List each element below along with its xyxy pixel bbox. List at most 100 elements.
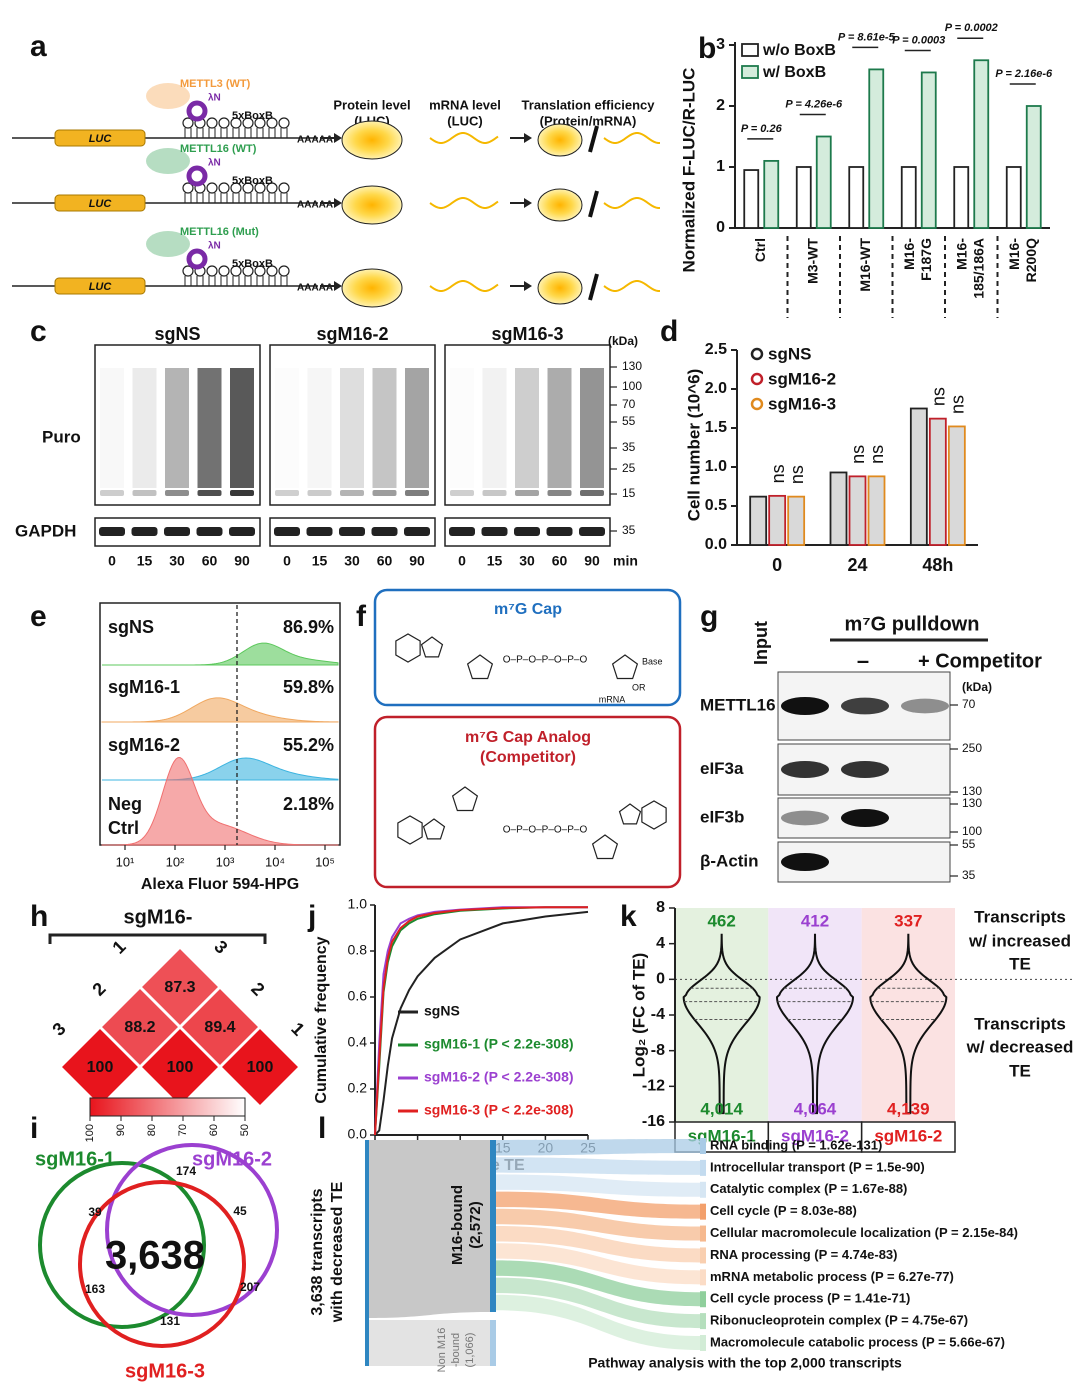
luc-gene [54, 129, 146, 147]
percent-label: 59.8% [283, 677, 334, 697]
kda-label: (kDa) [608, 334, 638, 348]
venn-circle [78, 1180, 246, 1348]
legend-label: w/o BoxB [762, 42, 836, 59]
marker-label: 100 [622, 379, 642, 393]
node [700, 1203, 706, 1220]
band [482, 490, 507, 496]
arrow-head [334, 281, 342, 291]
protein-label: METTL16 (WT) [180, 143, 257, 155]
x-axis-label: Alexa Fluor 594-HPG [141, 876, 299, 893]
legend-swatch [741, 65, 759, 79]
band [307, 490, 332, 496]
time-label: 30 [519, 553, 535, 569]
panel-letter: d [660, 315, 678, 348]
smear [165, 368, 189, 488]
x-tick-label: 24 [847, 555, 867, 575]
band [274, 527, 300, 536]
hairpin-loop [266, 182, 278, 194]
bar [795, 166, 812, 229]
venn-circle [38, 1161, 206, 1329]
band [781, 697, 829, 715]
colorbar-label: 60 [208, 1124, 220, 1136]
time-label: 60 [202, 553, 218, 569]
p-value: P = 0.0002 [945, 22, 998, 34]
polya-label: AAAAA [297, 200, 333, 211]
histogram [102, 757, 339, 781]
flow [496, 1139, 700, 1156]
y-tick-label: 0.0 [348, 1126, 368, 1142]
legend-label: sgM16-2 (P < 2.2e-308) [424, 1069, 574, 1085]
legend-label: w/ BoxB [762, 64, 826, 81]
p-value: P = 4.26e-6 [785, 98, 843, 110]
colorbar-label: 90 [115, 1124, 127, 1136]
time-label: 90 [584, 553, 600, 569]
flow [496, 1243, 700, 1285]
x-tick-label: 10⁴ [265, 854, 285, 869]
region-count: 163 [85, 1282, 105, 1296]
colorbar-label: 100 [84, 1124, 96, 1142]
row-label: eIF3a [700, 759, 744, 778]
band [132, 490, 157, 496]
polya-label: AAAAA [297, 283, 333, 294]
protein-level [341, 268, 403, 308]
smear [372, 368, 397, 488]
band [196, 527, 223, 536]
smear [308, 368, 332, 488]
gene-label: LUC [89, 198, 113, 210]
x-tick-label: M16-WT [857, 238, 873, 292]
pathway-label: Macromolecule catabolic process (P = 5.6… [710, 1334, 1005, 1349]
node-label: (1,066) [464, 1333, 476, 1368]
band [164, 527, 190, 536]
x-tick-label: 10³ [216, 854, 235, 869]
row-label: sgNS [108, 617, 154, 637]
box-title: m⁷G Cap Analog [465, 729, 591, 746]
protein-label: METTL3 (WT) [180, 78, 251, 90]
bar [787, 495, 806, 546]
node [700, 1181, 706, 1198]
cap-box [373, 588, 682, 707]
percent-label: 2.18% [283, 794, 334, 814]
hairpin-loop [230, 182, 242, 194]
cell-value: 89.4 [204, 1019, 235, 1036]
band [781, 760, 829, 779]
p-value: P = 0.26 [741, 123, 783, 135]
hairpin-loop [206, 117, 218, 129]
bar [947, 425, 966, 546]
bar [928, 417, 947, 546]
y-tick-label: 1.0 [705, 458, 727, 475]
percent-label: 55.2% [283, 735, 334, 755]
y-tick-label: 2 [716, 97, 725, 114]
heatmap-title: sgM16- [124, 906, 193, 928]
legend-marker [750, 347, 764, 361]
x-tick-label: M16- [953, 238, 969, 270]
x-tick-label: 185/186A [970, 238, 986, 299]
lambda-n [186, 165, 208, 187]
ns-label: ns [768, 464, 788, 483]
bar [1025, 105, 1042, 229]
y-tick-label: 0.5 [705, 497, 727, 514]
te-protein [537, 271, 583, 305]
band [275, 490, 299, 496]
bar [909, 407, 928, 546]
region-count: 39 [88, 1205, 102, 1219]
blot [269, 344, 436, 506]
row-label: Puro [42, 427, 81, 446]
panel-letter: f [356, 600, 367, 633]
cell-value: 88.2 [124, 1019, 155, 1036]
node [490, 1320, 496, 1366]
ratio-slash [588, 125, 599, 153]
band [404, 527, 430, 536]
mrna-wave [603, 280, 661, 292]
y-tick-label: 4 [656, 935, 665, 952]
histogram [101, 697, 339, 723]
band [515, 490, 539, 496]
hairpin-loop [242, 265, 254, 277]
category-box [860, 1121, 956, 1153]
band [781, 810, 829, 826]
bar [763, 159, 780, 229]
node [700, 1291, 706, 1308]
y-tick-label: 0.0 [705, 536, 727, 553]
band [197, 490, 222, 496]
band [99, 527, 125, 536]
